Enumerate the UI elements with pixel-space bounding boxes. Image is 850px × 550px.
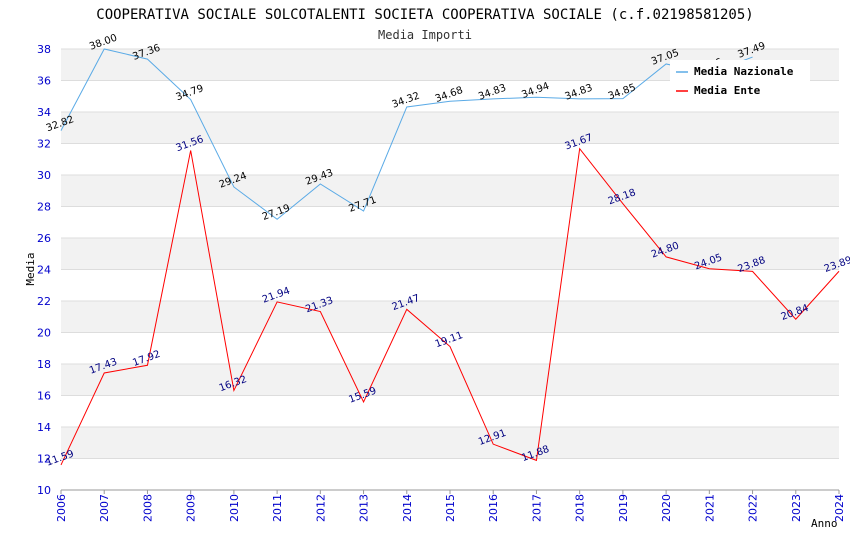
x-tick-label: 2018 (574, 494, 587, 522)
legend: Media Nazionale Media Ente (670, 60, 810, 102)
x-axis-label: Anno (811, 517, 838, 530)
grid-band (61, 395, 839, 427)
y-tick-labels: 10 12 14 16 18 20 22 24 26 28 30 32 34 36 38 (37, 43, 51, 497)
x-tick-label: 2021 (703, 494, 716, 522)
y-tick-label: 18 (37, 358, 51, 371)
y-tick-label: 32 (37, 138, 51, 151)
x-tick-label: 2022 (747, 494, 760, 522)
y-tick-label: 30 (37, 169, 51, 182)
y-tick-label: 36 (37, 75, 51, 88)
x-tick-label: 2011 (271, 494, 284, 522)
x-tick-label: 2014 (401, 494, 414, 522)
series-line-media-nazionale (60, 48, 753, 220)
x-tick-label: 2023 (790, 494, 803, 522)
x-tick-labels: 2006 2007 2008 2009 2010 2011 2012 2013 2014 2015… (55, 490, 846, 522)
x-tick-label: 2009 (185, 494, 198, 522)
x-tick-label: 2019 (617, 494, 630, 522)
chart-subtitle: Media Importi (378, 28, 472, 42)
x-tick-label: 2010 (228, 494, 241, 522)
plot-background (61, 49, 839, 490)
x-tick-label: 2015 (444, 494, 457, 522)
y-tick-label: 38 (37, 43, 51, 56)
chart-title: COOPERATIVA SOCIALE SOLCOTALENTI SOCIETA… (96, 7, 753, 23)
x-tick-label: 2020 (660, 494, 673, 522)
grid-band (61, 427, 839, 459)
grid-band (61, 269, 839, 301)
grid-band (61, 458, 839, 490)
y-axis-label: Media (24, 252, 37, 285)
y-tick-label: 34 (37, 106, 51, 119)
x-tick-label: 2007 (98, 494, 111, 522)
grid-band (61, 332, 839, 364)
x-tick-label: 2024 (833, 494, 846, 522)
series-group (60, 48, 840, 466)
y-tick-label: 28 (37, 201, 51, 214)
y-tick-label: 12 (37, 453, 51, 466)
legend-label-media-ente: Media Ente (694, 84, 761, 97)
grid-band (61, 238, 839, 270)
x-tick-label: 2008 (141, 494, 154, 522)
y-tick-label: 16 (37, 390, 51, 403)
series-line-media-ente (60, 147, 840, 466)
grid-band (61, 175, 839, 207)
y-tick-label: 24 (37, 264, 51, 277)
legend-box (670, 60, 810, 102)
x-tick-label: 2013 (358, 494, 371, 522)
grid-band (61, 301, 839, 333)
grid-band (61, 112, 839, 144)
gridlines (61, 48, 839, 491)
grid-band (61, 143, 839, 175)
y-tick-label: 26 (37, 232, 51, 245)
grid-band (61, 364, 839, 396)
x-tick-label: 2006 (55, 494, 68, 522)
y-tick-label: 10 (37, 484, 51, 497)
legend-label-media-nazionale: Media Nazionale (694, 65, 794, 78)
grid-band (61, 206, 839, 238)
x-tick-label: 2012 (314, 494, 327, 522)
y-tick-label: 14 (37, 421, 51, 434)
y-tick-label: 20 (37, 327, 51, 340)
x-tick-label: 2016 (487, 494, 500, 522)
x-tick-label: 2017 (530, 494, 543, 522)
y-tick-label: 22 (37, 295, 51, 308)
